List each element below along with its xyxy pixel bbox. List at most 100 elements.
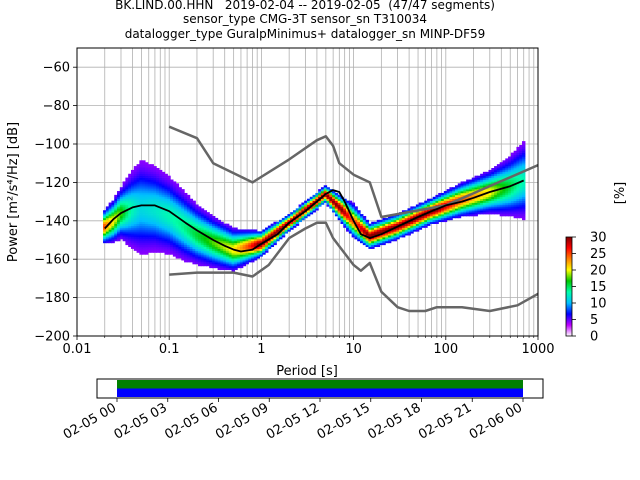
density-cell: [270, 242, 275, 246]
density-cell: [496, 177, 501, 180]
density-cell: [502, 206, 506, 209]
density-cell: [399, 221, 403, 224]
density-cell: [150, 239, 154, 242]
density-cell: [482, 181, 487, 184]
density-cell: [463, 185, 467, 188]
colorbar-tick-label: 10: [590, 297, 607, 312]
density-cell: [139, 231, 143, 234]
density-cell: [144, 194, 149, 198]
density-cell: [220, 267, 224, 271]
density-cell: [410, 216, 414, 219]
density-cell: [454, 187, 459, 190]
density-cell: [178, 231, 182, 234]
density-cell: [432, 210, 437, 213]
density-cell: [119, 189, 124, 192]
density-cell: [474, 202, 478, 205]
density-cell: [508, 164, 512, 167]
density-cell: [170, 181, 174, 184]
density-cell: [362, 216, 367, 219]
density-cell: [170, 189, 174, 192]
density-cell: [214, 219, 219, 223]
density-cell: [340, 204, 344, 207]
density-cell: [209, 258, 213, 261]
density-cell: [460, 185, 464, 188]
density-cell: [167, 227, 171, 230]
density-cell: [466, 189, 470, 192]
density-cell: [360, 223, 364, 226]
density-cell: [460, 183, 464, 186]
density-cell: [181, 194, 185, 198]
density-cell: [522, 196, 526, 200]
density-cell: [387, 219, 392, 223]
density-cell: [449, 206, 453, 209]
density-cell: [136, 237, 140, 240]
y-tick-label: −140: [34, 214, 70, 229]
density-cell: [189, 246, 194, 249]
density-cell: [234, 227, 238, 230]
density-cell: [351, 212, 356, 215]
density-cell: [466, 183, 470, 186]
density-cell: [153, 248, 157, 251]
density-cell: [139, 160, 143, 163]
density-cell: [144, 231, 149, 234]
density-cell: [156, 171, 160, 175]
density-cell: [133, 237, 138, 240]
density-cell: [301, 206, 305, 209]
density-cell: [494, 191, 498, 194]
density-cell: [122, 227, 127, 230]
density-cell: [108, 206, 113, 209]
density-cell: [130, 189, 135, 192]
density-cell: [522, 208, 526, 211]
density-cell: [167, 252, 171, 255]
density-cell: [181, 216, 185, 219]
density-cell: [298, 219, 302, 223]
density-cell: [181, 210, 185, 213]
y-tick-label: −120: [34, 176, 70, 191]
density-cell: [237, 242, 241, 246]
density-cell: [231, 258, 235, 261]
density-cell: [156, 189, 160, 192]
density-cell: [354, 214, 358, 217]
density-cell: [396, 219, 400, 223]
density-cell: [231, 269, 235, 272]
density-cell: [114, 208, 118, 211]
density-cell: [125, 189, 129, 192]
density-cell: [270, 227, 275, 230]
density-cell: [432, 196, 437, 200]
density-cell: [142, 233, 146, 236]
density-cell: [292, 223, 297, 226]
density-cell: [167, 175, 171, 178]
density-cell: [133, 219, 138, 223]
density-cell: [387, 216, 392, 219]
density-cell: [178, 198, 182, 201]
density-cell: [136, 216, 140, 219]
density-cell: [407, 221, 411, 224]
density-cell: [125, 196, 129, 200]
density-cell: [424, 223, 428, 226]
density-cell: [186, 235, 191, 238]
density-cell: [153, 231, 157, 234]
density-cell: [184, 250, 188, 253]
density-cell: [519, 194, 523, 198]
density-cell: [153, 223, 157, 226]
density-cell: [449, 194, 453, 198]
noise-model-high-line: [168, 125, 538, 219]
density-cell: [360, 237, 364, 240]
density-cell: [281, 223, 286, 226]
density-cell: [172, 210, 177, 213]
density-cell: [281, 231, 286, 234]
density-cell: [496, 179, 501, 182]
density-cell: [172, 248, 177, 251]
density-cell: [214, 223, 219, 226]
density-cell: [494, 194, 498, 198]
density-cell: [505, 179, 509, 182]
density-cell: [516, 204, 520, 207]
density-cell: [214, 264, 219, 267]
density-cell: [195, 262, 199, 265]
density-cell: [147, 169, 152, 173]
density-cell: [393, 216, 397, 219]
density-cell: [153, 169, 157, 173]
density-cell: [346, 217, 350, 221]
density-cell: [156, 237, 160, 240]
density-cell: [287, 225, 291, 228]
